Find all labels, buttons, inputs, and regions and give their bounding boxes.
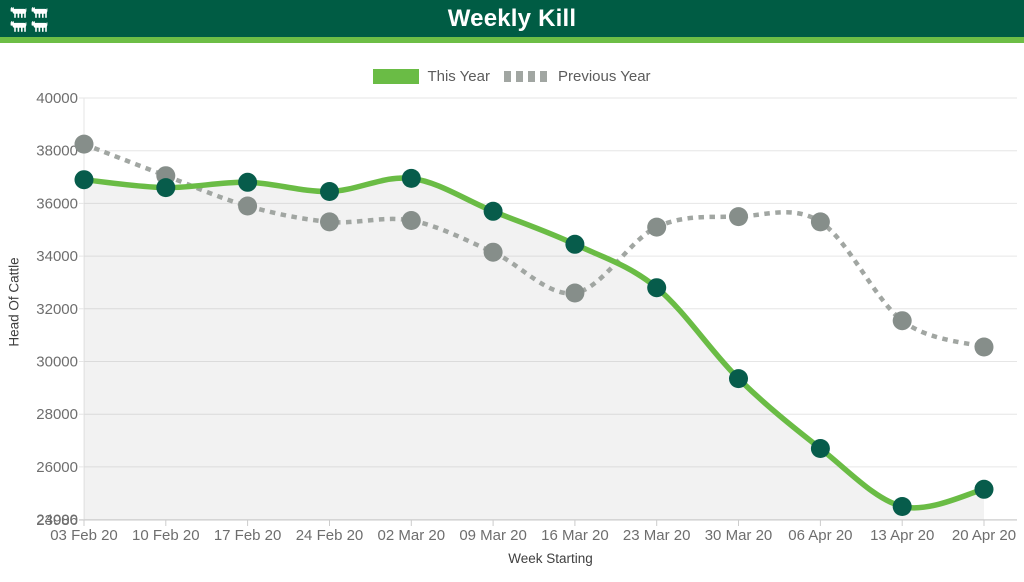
x-axis-title: Week Starting [508,551,593,566]
series-previous-year-point[interactable] [974,337,994,357]
y-tick-label: 32000 [36,301,78,318]
series-this-year-point[interactable] [483,201,503,221]
x-tick-label: 23 Mar 20 [623,527,691,544]
series-this-year-point[interactable] [320,182,339,201]
x-tick-label: 17 Feb 20 [214,527,282,544]
y-tick-label: 36000 [36,195,78,212]
series-this-year-point[interactable] [892,497,912,516]
app-header: Weekly Kill [0,0,1024,43]
series-previous-year-point[interactable] [238,196,258,216]
series-this-year-point[interactable] [974,479,994,499]
series-this-year-point[interactable] [401,168,421,188]
series-this-year-point[interactable] [156,178,176,198]
series-previous-year-line [83,142,985,350]
x-tick-label: 13 Apr 20 [870,527,934,544]
previous-year-swatch [503,71,550,82]
page-title: Weekly Kill [447,4,577,32]
series-previous-year-point[interactable] [320,212,339,232]
series-previous-year-point[interactable] [647,217,667,237]
series-previous-year-point[interactable] [74,134,94,154]
series-previous-year-point[interactable] [565,283,585,303]
series-this-year-point[interactable] [729,369,748,389]
y-min-tick-label: 23986 [36,512,78,529]
series-this-year-point[interactable] [810,439,830,458]
series-previous-year-point[interactable] [729,207,748,227]
x-tick-label: 30 Mar 20 [705,527,773,544]
series-previous-year-point[interactable] [810,212,830,232]
series-this-year-point[interactable] [565,234,585,254]
y-tick-label: 26000 [36,459,78,476]
chart-legend: This Year Previous Year [0,68,1024,85]
x-tick-label: 02 Mar 20 [378,527,446,544]
this-year-swatch [373,69,420,84]
x-tick-label: 20 Apr 20 [952,527,1016,544]
x-tick-label: 10 Feb 20 [132,527,200,544]
x-tick-label: 06 Apr 20 [788,527,852,544]
series-previous-year-point[interactable] [483,242,503,262]
x-tick-label: 16 Mar 20 [541,527,609,544]
x-tick-label: 09 Mar 20 [459,527,527,544]
x-tick-label: 24 Feb 20 [296,527,364,544]
y-tick-label: 28000 [36,406,78,423]
y-tick-label: 40000 [36,90,78,107]
series-this-year-point[interactable] [238,172,258,192]
legend-label-this-year: This Year [427,68,490,85]
this-year-area-fill [84,177,984,520]
series-previous-year-point[interactable] [892,311,912,331]
legend-item-previous-year[interactable]: Previous Year [503,68,651,85]
y-tick-label: 30000 [36,354,78,371]
legend-item-this-year[interactable]: This Year [373,68,490,85]
x-tick-label: 03 Feb 20 [50,527,118,544]
series-this-year-point[interactable] [74,170,94,190]
cattle-icon [10,6,50,33]
y-axis-title: Head Of Cattle [6,257,22,347]
legend-label-previous-year: Previous Year [557,68,651,85]
series-this-year-point[interactable] [647,278,667,298]
y-tick-label: 34000 [36,248,78,265]
y-tick-label: 38000 [36,143,78,160]
series-previous-year-point[interactable] [401,211,421,230]
y-tick-label: 24000 [36,512,78,529]
